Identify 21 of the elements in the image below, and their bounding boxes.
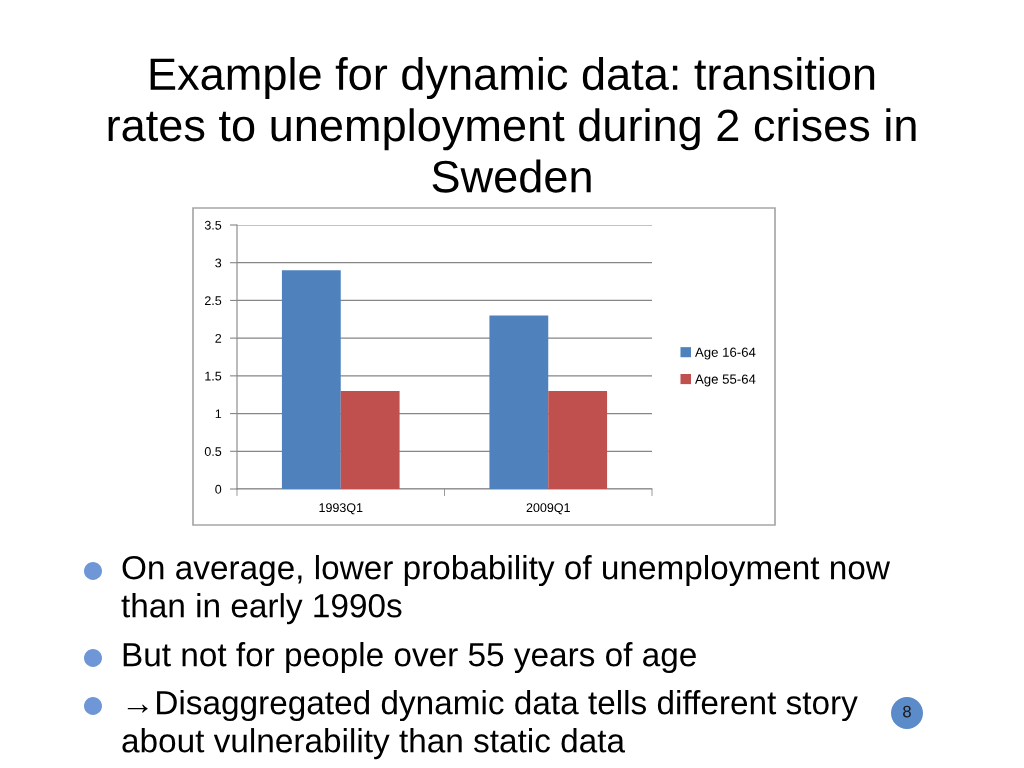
text: 8 [903,705,911,718]
bar [281,270,341,489]
bar [340,390,400,489]
legend-label: Age 55-64 [695,374,756,387]
text: But not for people over 55 years of age [123,642,696,674]
bar [548,390,608,489]
y-tick-label: 1 [215,409,222,419]
y-tick-label: 0.5 [204,447,222,456]
x-tick-label: 1993Q1 [319,503,363,515]
y-tick-label: 2.5 [204,296,222,306]
text: On average, lower probability of unemployment now than in early 1990s [121,555,891,625]
y-tick-label: 1.5 [205,371,222,381]
chart-title: Example for dynamic data: transition rates to unemployment during 2 crises in Sweden [108,57,916,193]
y-tick-label: 0 [215,484,222,494]
y-tick-label: 3 [215,258,222,268]
text: →Disaggregated dynamic data tells different story about vulnerability than static data [122,690,858,760]
bar [489,315,549,489]
y-tick-label: 3.5 [204,220,222,230]
legend-label: Age 16-64 [695,347,756,360]
y-tick-label: 2 [215,333,222,343]
x-tick-label: 2009Q1 [526,503,570,515]
